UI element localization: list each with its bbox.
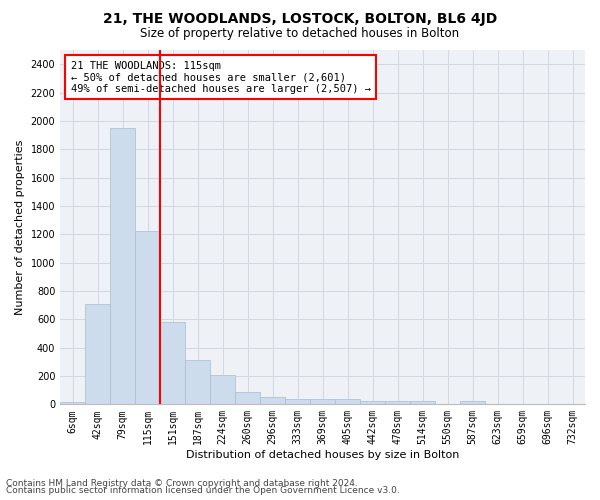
Bar [460, 401, 485, 404]
Bar [135, 232, 160, 404]
Text: 21 THE WOODLANDS: 115sqm
← 50% of detached houses are smaller (2,601)
49% of sem: 21 THE WOODLANDS: 115sqm ← 50% of detach… [71, 60, 371, 94]
Y-axis label: Number of detached properties: Number of detached properties [15, 140, 25, 315]
Bar [110, 128, 135, 404]
X-axis label: Distribution of detached houses by size in Bolton: Distribution of detached houses by size … [186, 450, 459, 460]
Text: Contains public sector information licensed under the Open Government Licence v3: Contains public sector information licen… [6, 486, 400, 495]
Bar [360, 401, 385, 404]
Bar [310, 400, 335, 404]
Bar [85, 304, 110, 404]
Text: Size of property relative to detached houses in Bolton: Size of property relative to detached ho… [140, 28, 460, 40]
Bar [410, 402, 435, 404]
Bar [210, 376, 235, 404]
Bar [235, 392, 260, 404]
Bar [160, 322, 185, 404]
Bar [335, 400, 360, 404]
Bar [260, 397, 285, 404]
Bar [185, 360, 210, 405]
Bar [385, 402, 410, 404]
Bar [60, 402, 85, 404]
Text: 21, THE WOODLANDS, LOSTOCK, BOLTON, BL6 4JD: 21, THE WOODLANDS, LOSTOCK, BOLTON, BL6 … [103, 12, 497, 26]
Bar [285, 398, 310, 404]
Text: Contains HM Land Registry data © Crown copyright and database right 2024.: Contains HM Land Registry data © Crown c… [6, 478, 358, 488]
